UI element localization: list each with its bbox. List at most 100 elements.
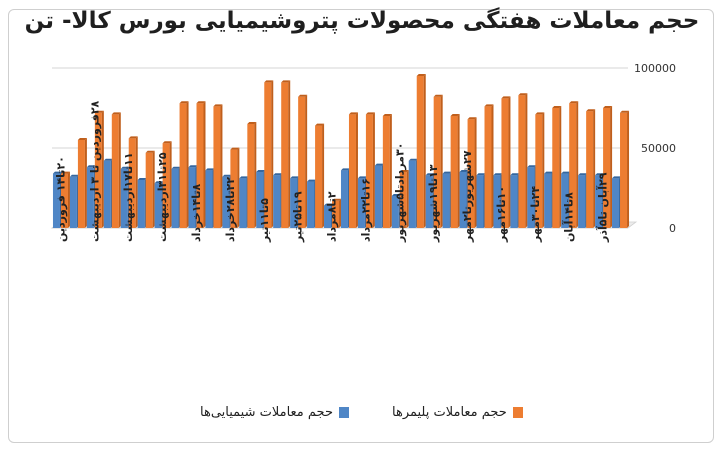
bar-polymers (213, 106, 221, 228)
x-tick-label: ۳۰مردادتا۵شهریور (393, 143, 406, 243)
bar-polymers-side (525, 93, 528, 228)
bar-polymers-top (433, 94, 443, 97)
bar-chemicals-top (137, 178, 147, 180)
bar-chemicals-top (154, 181, 164, 184)
bar-polymers (264, 82, 272, 229)
bar-polymers-side (339, 198, 342, 228)
bar-polymers-top (111, 112, 121, 115)
x-tick-label: ۱۳تا۱۹شهریور (427, 164, 440, 243)
bar-polymers (128, 138, 136, 228)
bar-chemicals-top (171, 166, 181, 169)
bar-polymers-top (145, 150, 155, 153)
bar-chemicals (103, 160, 111, 228)
x-tick-label: ۱۹تا۲۵تیر (292, 191, 305, 243)
bar-chemicals (544, 173, 552, 228)
bar-polymers-top (298, 94, 308, 97)
bar-polymers-top (365, 112, 375, 115)
bar-chemicals (578, 175, 586, 228)
bar-chemicals-top (239, 176, 249, 179)
chart-title: حجم معاملات هفتگی محصولات پتروشیمیایی بو… (24, 8, 700, 34)
bar-polymers (450, 116, 458, 228)
x-tick-label: ۵تا۱۱تیر (258, 198, 271, 243)
bar-chemicals (273, 175, 281, 228)
bar-polymers-side (169, 141, 172, 228)
bar-chemicals-top (391, 194, 401, 196)
x-tick-label: ۱۶تا۲۲مرداد (359, 178, 372, 242)
bar-chemicals-top (357, 176, 367, 179)
bar-polymers-side (271, 80, 274, 229)
bar-chemicals-top (120, 166, 130, 169)
bar-polymers (145, 152, 153, 228)
bar-chemicals-top (86, 165, 96, 168)
x-tick-label: ۲۸فروردین تا ۳ اردیبهشت (88, 100, 101, 242)
bar-polymers (365, 114, 373, 228)
y-tick-label: 100000 (634, 62, 676, 75)
bar-polymers-top (332, 198, 342, 201)
bar-chemicals (290, 178, 298, 228)
bar-polymers-side (288, 80, 291, 229)
bar-polymers-side (576, 101, 579, 228)
bar-chemicals-top (459, 170, 469, 172)
bar-polymers (382, 116, 390, 228)
bar-polymers (348, 114, 356, 228)
bar-polymers (484, 106, 492, 228)
bar-polymers (281, 82, 289, 229)
bar-polymers-side (135, 136, 138, 228)
legend-item-polymers: حجم معاملات پلیمرها (392, 402, 523, 422)
bar-polymers-side (118, 112, 121, 228)
bar-polymers-side (152, 150, 155, 228)
bar-chemicals (510, 175, 518, 228)
x-tick-label: ۲۷شهریورتا۲مهر (461, 150, 474, 243)
bar-polymers-top (450, 114, 460, 116)
bar-polymers-top (60, 171, 70, 174)
bar-polymers-side (491, 104, 494, 228)
bar-polymers (569, 103, 577, 228)
bar-polymers-side (101, 110, 104, 228)
bar-polymers (179, 103, 187, 228)
bar-polymers-side (220, 104, 223, 228)
x-tick-label: ۲۲تا۲۸خرداد (224, 177, 237, 242)
bar-chemicals-top (256, 170, 266, 172)
bar-polymers-top (603, 106, 613, 108)
bar-chemicals (188, 167, 196, 228)
bar-chemicals-top (188, 165, 198, 168)
bar-polymers-side (593, 109, 596, 228)
bar-chemicals-top (510, 173, 520, 176)
bar-polymers-top (382, 114, 392, 116)
bar-polymers (535, 114, 543, 228)
x-tick-label: ۲۴تا۳۰مهر (529, 186, 542, 243)
bar-polymers (603, 108, 611, 228)
bar-chemicals (222, 176, 230, 228)
bar-polymers-top (569, 101, 579, 104)
bar-polymers-top (586, 109, 596, 112)
bar-chemicals-top (595, 173, 605, 176)
legend-label-chemicals: حجم معاملات شیمیایی‌ها (200, 404, 333, 420)
y-tick-label: 0 (669, 222, 676, 235)
bar-polymers-top (162, 141, 172, 144)
bar-polymers-side (508, 96, 511, 229)
bar-polymers (162, 143, 170, 228)
bar-chemicals-top (374, 163, 384, 166)
y-tick-label: 50000 (641, 142, 676, 155)
bar-polymers-top (467, 117, 477, 120)
bar-polymers-top (315, 123, 325, 126)
bar-polymers-top (179, 101, 189, 104)
bar-chemicals (137, 180, 145, 228)
bar-polymers-side (67, 171, 70, 228)
bar-polymers-top (128, 136, 138, 139)
bar-polymers (552, 108, 560, 228)
bar-polymers-side (355, 112, 358, 228)
bar-polymers (315, 125, 323, 228)
bar-chemicals-top (493, 173, 503, 176)
bar-chemicals-top (561, 171, 571, 174)
x-tick-label: ۱۰تا۱۶مهر (495, 186, 508, 243)
bar-polymers-top (264, 80, 274, 83)
bar-chemicals (374, 165, 382, 228)
bar-polymers (77, 140, 85, 228)
bar-polymers (586, 111, 594, 228)
bar-polymers-top (247, 122, 257, 124)
x-tick-label: ۱۱تا۱۷اردیبهشت (122, 152, 135, 242)
legend-swatch-polymers (512, 406, 523, 418)
bar-polymers-top (552, 106, 562, 108)
